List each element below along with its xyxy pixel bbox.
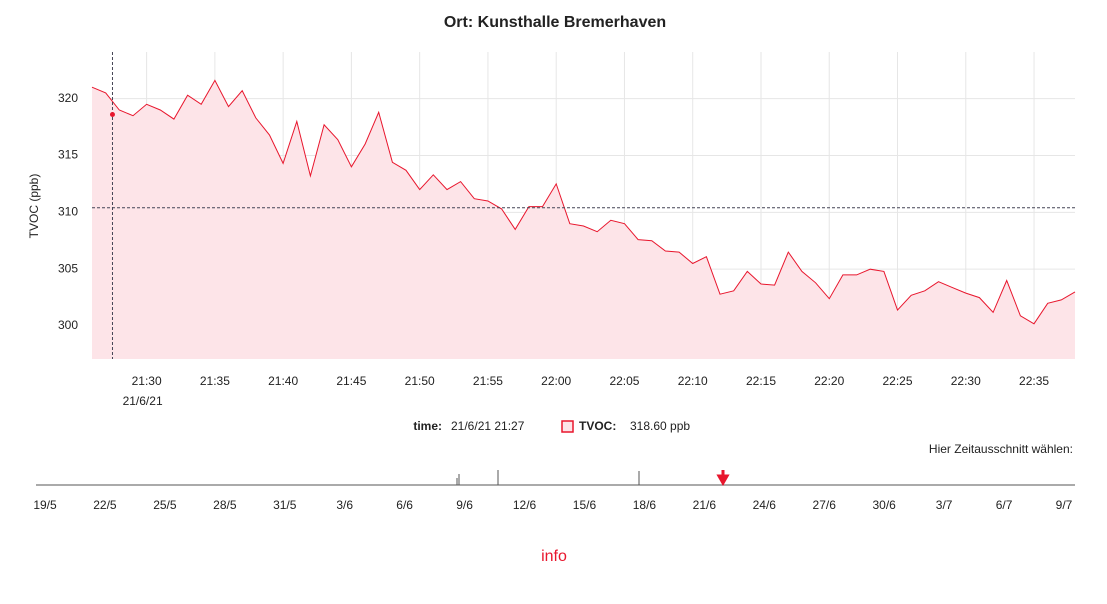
navigator-tick-label: 18/6 <box>633 498 657 512</box>
line <box>91 79 1076 325</box>
navigator-tick-label: 30/6 <box>872 498 896 512</box>
y-tick-label: 305 <box>58 261 78 275</box>
navigator-tick-label: 21/6 <box>693 498 717 512</box>
area <box>92 80 1075 360</box>
navigator-tick-label: 27/6 <box>813 498 837 512</box>
x-tick-label: 22:25 <box>882 374 912 388</box>
navigator-sparkline <box>456 470 640 485</box>
y-axis-label: TVOC (ppb) <box>27 174 41 239</box>
x-tick-label: 21:45 <box>336 374 366 388</box>
readout-series-label: TVOC: <box>579 419 616 433</box>
navigator-handle[interactable] <box>716 470 730 487</box>
y-tick-label: 315 <box>58 148 78 162</box>
x-date-label: 21/6/21 <box>123 394 163 408</box>
x-tick-label: 22:35 <box>1019 374 1049 388</box>
x-tick-label: 21:55 <box>473 374 503 388</box>
navigator-tick-label: 15/6 <box>573 498 597 512</box>
x-tick-label: 21:50 <box>405 374 435 388</box>
readout-time: 21/6/21 21:27 <box>451 419 525 433</box>
navigator-tick-label: 28/5 <box>213 498 237 512</box>
navigator-tick-label: 22/5 <box>93 498 117 512</box>
navigator-tick-label: 3/7 <box>936 498 953 512</box>
y-tick-label: 310 <box>58 204 78 218</box>
readout-time-label: time: <box>413 419 442 433</box>
navigator-tick-label: 12/6 <box>513 498 537 512</box>
x-tick-label: 21:40 <box>268 374 298 388</box>
info-link[interactable]: info <box>541 548 567 565</box>
navigator-tick-label: 9/7 <box>1056 498 1073 512</box>
navigator-tick-label: 31/5 <box>273 498 297 512</box>
legend-swatch <box>561 420 574 433</box>
hover-point <box>109 112 115 118</box>
navigator-label: Hier Zeitausschnitt wählen: <box>929 442 1073 456</box>
chart-title: Ort: Kunsthalle Bremerhaven <box>444 14 666 31</box>
readout-value: 318.60 ppb <box>630 419 690 433</box>
navigator-tick-label: 25/5 <box>153 498 177 512</box>
y-tick-label: 320 <box>58 91 78 105</box>
x-tick-label: 22:30 <box>951 374 981 388</box>
x-tick-label: 21:35 <box>200 374 230 388</box>
x-tick-label: 21:30 <box>132 374 162 388</box>
x-tick-label: 22:15 <box>746 374 776 388</box>
navigator-tick-label: 6/6 <box>396 498 413 512</box>
navigator-tick-label: 6/7 <box>996 498 1013 512</box>
navigator-tick-label: 24/6 <box>753 498 777 512</box>
navigator-tick-label: 19/5 <box>33 498 57 512</box>
navigator-tick-label: 9/6 <box>456 498 473 512</box>
x-tick-label: 22:00 <box>541 374 571 388</box>
x-tick-label: 22:10 <box>678 374 708 388</box>
y-tick-label: 300 <box>58 318 78 332</box>
x-tick-label: 22:05 <box>609 374 639 388</box>
navigator-tick-label: 3/6 <box>336 498 353 512</box>
x-tick-label: 22:20 <box>814 374 844 388</box>
